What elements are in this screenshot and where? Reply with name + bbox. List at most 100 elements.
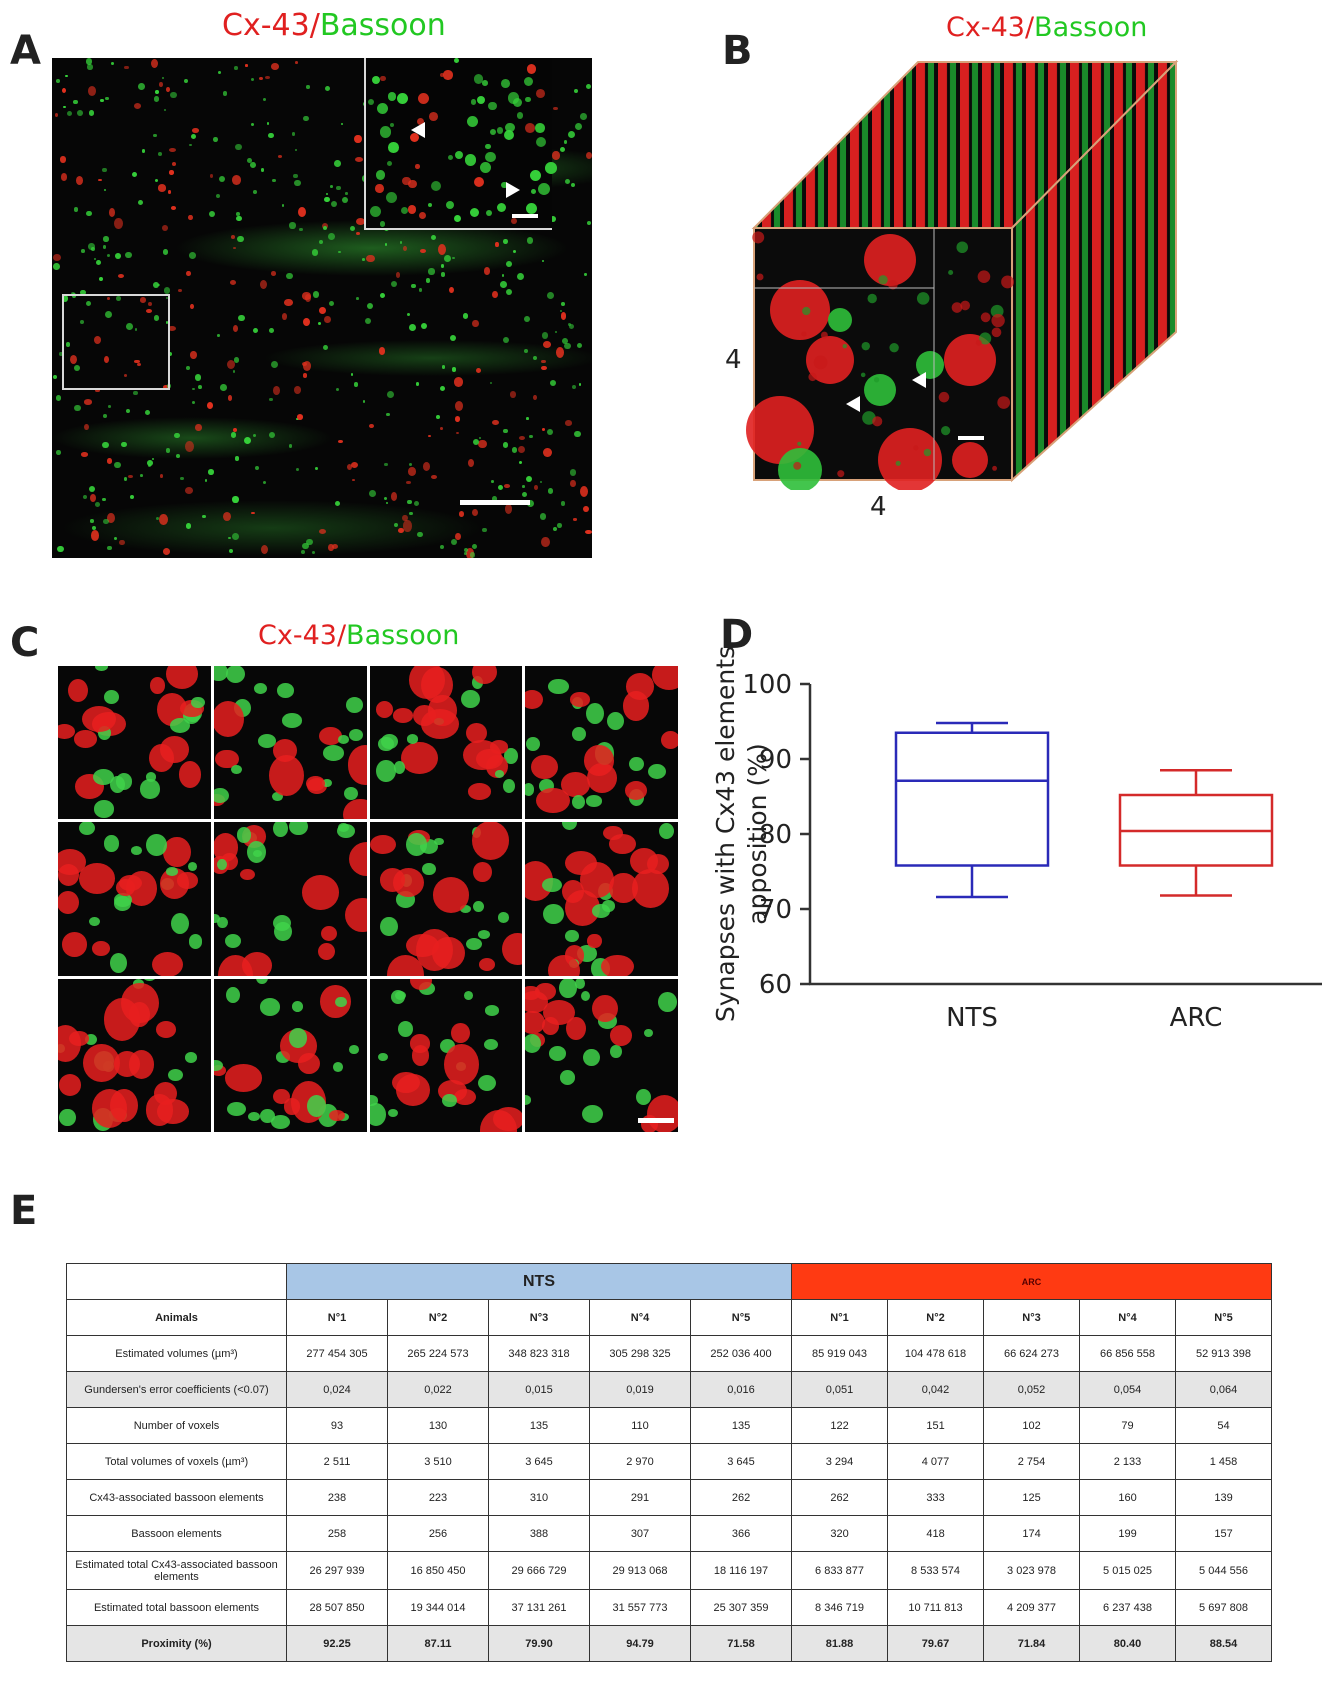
table-cell: 1 458 [1175,1443,1273,1480]
table-cell: 418 [887,1515,985,1552]
table-cell: 52 913 398 [1175,1335,1273,1372]
table-cell: 0,042 [887,1371,985,1408]
table-cell: 87.11 [387,1625,489,1662]
row-label: Estimated total Cx43-associated bassoon … [66,1551,287,1590]
table-corner [66,1263,287,1300]
serial-section-tile [58,666,211,820]
table-cell: 4 209 377 [983,1589,1081,1626]
table-row: Estimated total Cx43-associated bassoon … [66,1551,1273,1590]
x-category-label: NTS [946,1003,998,1033]
table-cell: 104 478 618 [887,1335,985,1372]
stain-separator: / [1024,12,1035,43]
table-cell: 320 [791,1515,889,1552]
table-cell: 310 [488,1479,590,1516]
row-label: Proximity (%) [66,1625,287,1662]
serial-section-tile [213,822,367,976]
row-label: Estimated total bassoon elements [66,1589,287,1626]
table-cell: 135 [689,1407,793,1444]
table-row: Estimated volumes (µm³) 277 454 305 265 22… [66,1335,1273,1372]
cx43-label: Cx-43 [222,8,310,43]
stack-dimension-horizontal: 4 [870,492,887,522]
table-cell: 80.40 [1079,1625,1177,1662]
x-category-label: ARC [1170,1003,1223,1033]
table-row: Estimated total bassoon elements 28 507 8… [66,1589,1273,1626]
serial-section-tile [525,822,678,976]
table-cell: 6 833 877 [791,1551,889,1590]
table-cell: 19 344 014 [387,1589,489,1626]
table-cell: 258 [286,1515,388,1552]
panel-a-inset [364,58,557,230]
table-cell: 122 [791,1407,889,1444]
table-cell: 262 [791,1479,889,1516]
bassoon-label: Bassoon [1034,12,1148,43]
table-cell: 37 131 261 [488,1589,590,1626]
column-header: N°2 [387,1299,489,1336]
table-cell: 151 [887,1407,985,1444]
table-cell: 18 116 197 [689,1551,793,1590]
row-label: Cx43-associated bassoon elements [66,1479,287,1516]
table-cell: 79.67 [887,1625,985,1662]
column-header: N°1 [791,1299,889,1336]
table-row: Cx43-associated bassoon elements 238 223 31… [66,1479,1273,1516]
panel-e-data-table: NTS ARC Animals N°1 N°2 N°3 N°4 N°5 N°1 N°2 N°3 N… [66,1263,1273,1662]
panel-a-micrograph [52,58,592,558]
table-cell: 79 [1079,1407,1177,1444]
column-header: N°3 [983,1299,1081,1336]
table-row: Gundersen's error coefficients (<0.07) 0,… [66,1371,1273,1408]
panel-c-scale-bar [638,1118,674,1123]
table-cell: 29 666 729 [488,1551,590,1590]
table-cell: 3 510 [387,1443,489,1480]
table-cell: 4 077 [887,1443,985,1480]
cx43-label: Cx-43 [946,12,1025,43]
zoom-region-box [62,294,170,390]
serial-section-tile [58,822,211,976]
y-axis-label-line2: apposition (%) [743,743,772,924]
column-header: N°4 [589,1299,691,1336]
table-cell: 307 [589,1515,691,1552]
stain-separator: / [309,8,320,43]
table-cell: 2 511 [286,1443,388,1480]
table-cell: 252 036 400 [689,1335,793,1372]
table-cell: 71.58 [689,1625,793,1662]
column-header: N°5 [689,1299,793,1336]
table-row: Bassoon elements 258 256 388 307 366 320 418 174… [66,1515,1273,1552]
panel-c-serial-sections [58,666,678,1132]
table-cell: 160 [1079,1479,1177,1516]
table-row: Number of voxels 93 130 135 110 135 122 151 102 7… [66,1407,1273,1444]
table-cell: 81.88 [791,1625,889,1662]
table-cell: 79.90 [488,1625,590,1662]
serial-section-tile [525,666,678,820]
column-header: N°1 [286,1299,388,1336]
table-cell: 5 697 808 [1175,1589,1273,1626]
column-header: N°2 [887,1299,985,1336]
table-cell: 348 823 318 [488,1335,590,1372]
panel-b-stain-title: Cx-43/Bassoon [946,12,1147,43]
table-cell: 0,016 [689,1371,793,1408]
table-cell: 265 224 573 [387,1335,489,1372]
table-cell: 10 711 813 [887,1589,985,1626]
scale-bar [958,436,984,440]
serial-section-tile [525,978,678,1132]
table-cell: 256 [387,1515,489,1552]
table-cell: 305 298 325 [589,1335,691,1372]
row-label: Estimated volumes (µm³) [66,1335,287,1372]
table-cell: 16 850 450 [387,1551,489,1590]
group-header-nts: NTS [285,1263,793,1300]
table-cell: 71.84 [983,1625,1081,1662]
table-row: Total volumes of voxels (µm³) 2 511 3 510 3… [66,1443,1273,1480]
arrowhead-icon [506,182,520,198]
table-cell: 277 454 305 [286,1335,388,1372]
table-cell: 125 [983,1479,1081,1516]
table-cell: 2 970 [589,1443,691,1480]
table-cell: 5 015 025 [1079,1551,1177,1590]
panel-c-letter: C [10,620,40,666]
table-cell: 238 [286,1479,388,1516]
table-cell: 0,024 [286,1371,388,1408]
table-cell: 26 297 939 [286,1551,388,1590]
serial-section-tile [369,822,523,976]
arrowhead-icon [411,122,425,138]
panel-e-letter: E [10,1188,38,1234]
row-label: Bassoon elements [66,1515,287,1552]
table-cell: 135 [488,1407,590,1444]
table-cell: 54 [1175,1407,1273,1444]
